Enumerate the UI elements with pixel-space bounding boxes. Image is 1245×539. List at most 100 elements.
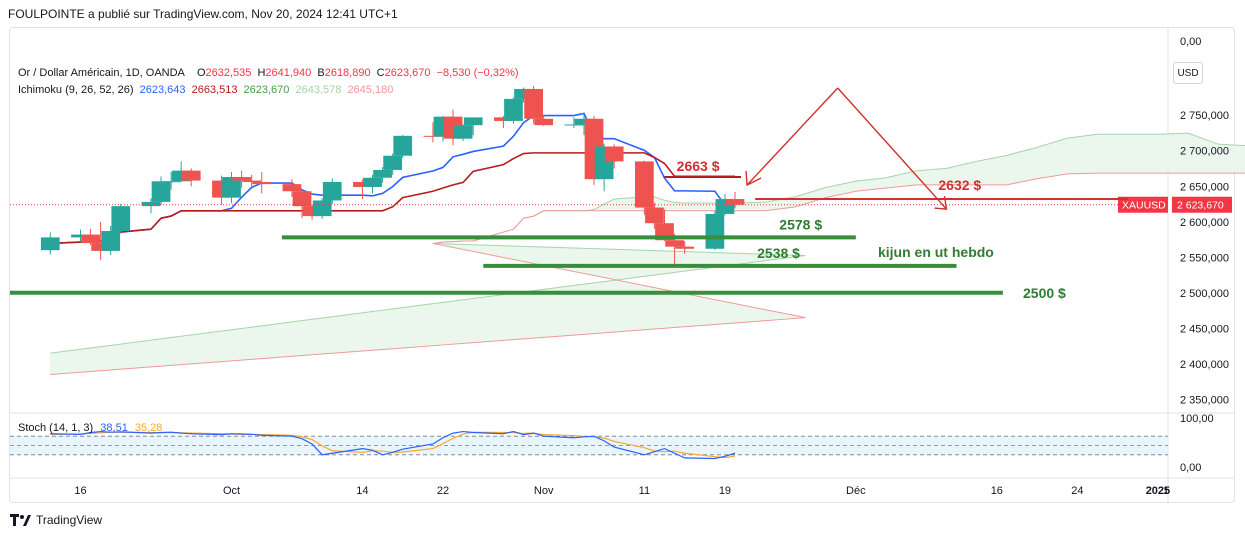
candle-body xyxy=(453,125,473,139)
close-value: 2623,670 xyxy=(384,67,431,79)
candle-body xyxy=(534,118,554,126)
candle-body xyxy=(232,177,251,181)
candle-body xyxy=(494,117,513,121)
candle-body xyxy=(393,135,413,156)
close-label: C xyxy=(376,67,385,79)
stoch-k-value: 38,51 xyxy=(100,422,128,434)
change-value: −8,530 (−0,32%) xyxy=(436,67,519,79)
ichimoku-kijun-value: 2663,513 xyxy=(191,84,238,96)
tradingview-logo-icon xyxy=(10,514,31,526)
candle-body xyxy=(181,170,201,181)
stoch-axis-label-top: 100,00 xyxy=(1180,413,1214,425)
price-tag-symbol-bg xyxy=(1118,196,1168,213)
candle-body xyxy=(91,243,110,251)
candle-body xyxy=(242,180,262,182)
annotation-2663: 2663 $ xyxy=(677,158,720,174)
stoch-band xyxy=(10,436,1168,455)
candle-body xyxy=(353,182,372,187)
time-axis-label: Déc xyxy=(846,485,866,497)
ichimoku-chikou-value: 2623,670 xyxy=(243,84,290,96)
arrow-down-right-line xyxy=(837,87,947,210)
candle-body xyxy=(514,88,533,99)
candle-body xyxy=(282,184,302,192)
candle-body xyxy=(171,170,191,182)
price-axis-top-label: 0,00 xyxy=(1180,36,1201,48)
annotation-2538: 2538 $ xyxy=(757,245,800,261)
price-tag-symbol: XAUUSD xyxy=(1122,200,1166,212)
arrow-down-left-head xyxy=(745,170,762,187)
candle-body xyxy=(312,200,332,217)
stoch-d-value: 35,28 xyxy=(134,422,163,434)
ichimoku-span-b-value: 2645,180 xyxy=(347,84,394,96)
ichimoku-span-b-line xyxy=(50,172,1245,375)
chart-frame xyxy=(9,27,1235,503)
time-axis-label: 19 xyxy=(719,485,731,497)
footer: TradingView xyxy=(10,513,102,527)
candle-body xyxy=(524,88,543,119)
time-axis-label: 14 xyxy=(356,485,368,497)
candle-body xyxy=(292,191,312,207)
candle-body xyxy=(675,246,695,249)
footer-brand: TradingView xyxy=(36,513,103,527)
candle-body xyxy=(101,231,121,251)
ichimoku-tenkan-value: 2623,643 xyxy=(139,84,186,96)
symbol-name[interactable]: Or / Dollar Américain, 1D, OANDA xyxy=(18,67,185,79)
price-axis-label: 2 650,000 xyxy=(1180,181,1229,193)
high-value: 2641,940 xyxy=(265,67,312,79)
price-tag: XAUUSD 2 623,670 xyxy=(1118,196,1232,213)
candle-body xyxy=(574,118,594,125)
ichimoku-legend: Ichimoku (9, 26, 52, 26) 2623,643 2663,5… xyxy=(18,84,396,96)
candle-body xyxy=(635,161,654,208)
candle-body xyxy=(463,117,483,126)
price-tag-value-bg xyxy=(1172,196,1232,213)
annotation-kijun-hebdo: kijun en ut hebdo xyxy=(878,244,994,260)
low-value: 2618,890 xyxy=(324,67,371,79)
arrow-down-left-line xyxy=(746,87,839,186)
candle-body xyxy=(302,206,322,217)
candle-body xyxy=(665,240,684,247)
candle-body xyxy=(111,206,131,232)
price-axis-label: 2 750,000 xyxy=(1180,110,1229,122)
time-axis-label: 22 xyxy=(437,485,449,497)
price-tag-value: 2 623,670 xyxy=(1177,200,1224,212)
time-axis-label: 2025 xyxy=(1146,485,1170,497)
post-header: FOULPOINTE a publié sur TradingView.com,… xyxy=(8,7,398,21)
currency-button[interactable]: USD xyxy=(1173,62,1203,84)
price-axis-label: 2 450,000 xyxy=(1180,323,1229,335)
ohlc-legend: Or / Dollar Américain, 1D, OANDA O2632,5… xyxy=(18,67,522,79)
stoch-name[interactable]: Stoch (14, 1, 3) xyxy=(18,422,94,434)
time-axis-label: 1 xyxy=(1163,485,1169,497)
annotation-2578: 2578 $ xyxy=(779,216,822,232)
time-axis-label: 16 xyxy=(991,485,1003,497)
ichimoku-name[interactable]: Ichimoku (9, 26, 52, 26) xyxy=(18,84,134,96)
time-axis-label: Oct xyxy=(223,485,240,497)
candle-body xyxy=(71,234,90,238)
open-value: 2632,535 xyxy=(205,67,252,79)
stoch-legend: Stoch (14, 1, 3) 38,51 35,28 xyxy=(18,422,162,434)
price-axis-label: 2 350,000 xyxy=(1180,394,1229,406)
price-axis-label: 2 550,000 xyxy=(1180,252,1229,264)
ichimoku-tenkan-line xyxy=(50,112,736,245)
candle-body xyxy=(373,169,392,178)
time-axis-label: Nov xyxy=(534,485,554,497)
price-axis-label: 2 500,000 xyxy=(1180,288,1229,300)
low-label: B xyxy=(317,67,325,79)
arrow-down-right-head xyxy=(934,195,948,210)
stoch-axis-label-bottom: 0,00 xyxy=(1180,462,1201,474)
candle-body xyxy=(423,135,443,137)
candle-body xyxy=(705,213,725,249)
candle-body xyxy=(81,234,100,244)
annotation-2500: 2500 $ xyxy=(1023,285,1066,301)
high-label: H xyxy=(257,67,266,79)
annotation-2632: 2632 $ xyxy=(938,177,981,193)
candle-body xyxy=(151,181,171,202)
candle-body xyxy=(725,199,745,205)
price-axis-label: 2 700,000 xyxy=(1180,146,1229,158)
ichimoku-span-a-value: 2643,578 xyxy=(295,84,342,96)
candle-body xyxy=(222,177,241,198)
time-axis-label: 16 xyxy=(74,485,86,497)
candle-body xyxy=(604,146,624,162)
price-axis-label: 2 400,000 xyxy=(1180,359,1229,371)
time-axis-label: 11 xyxy=(639,485,650,497)
